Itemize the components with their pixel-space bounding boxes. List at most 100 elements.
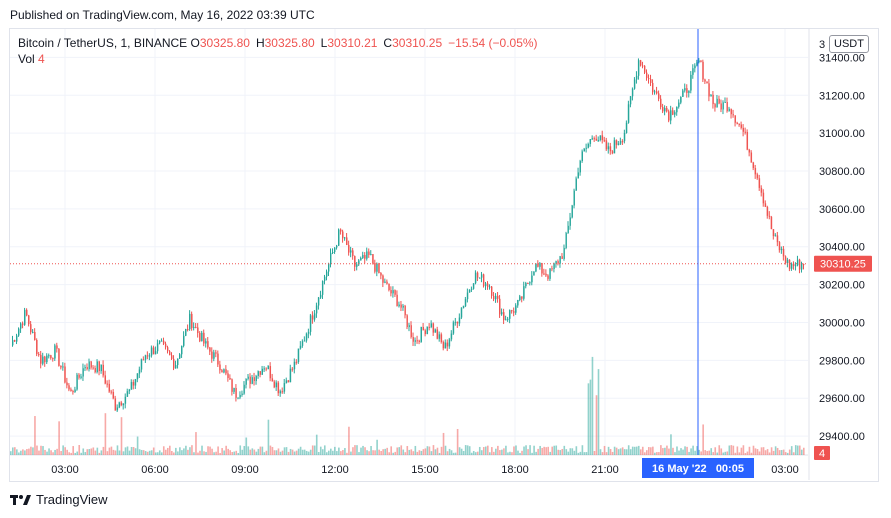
volume-bar (362, 445, 364, 455)
candle-body (515, 305, 517, 313)
volume-bar (515, 445, 517, 455)
candle-body (487, 283, 489, 288)
volume-bar (313, 445, 316, 455)
volume-bar (344, 448, 346, 455)
time-tick-label: 06:00 (141, 464, 169, 476)
volume-bar (792, 452, 795, 455)
volume-bar (183, 448, 185, 455)
open-value: 30325.80 (199, 36, 250, 50)
candle-body (440, 334, 443, 343)
volume-bar (380, 451, 382, 455)
time-tick-label: 03:00 (51, 464, 79, 476)
candle-body (185, 329, 187, 336)
candle-body (253, 377, 255, 382)
candle-body (798, 259, 801, 270)
volume-bar (531, 452, 533, 455)
volume-bar (698, 449, 700, 455)
volume-bar (495, 448, 497, 455)
volume-bar (374, 450, 376, 455)
candle-body (179, 354, 181, 359)
candle-body (247, 376, 249, 379)
volume-bar (158, 450, 161, 455)
volume-bar (728, 445, 731, 455)
time-tick-label: 03:00 (771, 464, 799, 476)
volume-bar (585, 452, 588, 455)
candle-body (74, 389, 76, 393)
candle-body (62, 366, 64, 368)
volume-bar (523, 446, 525, 455)
volume-bar (772, 450, 775, 455)
candle-body (458, 317, 461, 324)
volume-bar (688, 451, 690, 455)
volume-bar (442, 432, 445, 455)
candle-body (464, 299, 467, 307)
volume-bar (336, 451, 338, 455)
candle-body (507, 318, 509, 320)
volume-bar (138, 449, 141, 455)
candle-body (762, 192, 765, 204)
volume-bar (144, 451, 147, 455)
candle-body (338, 229, 340, 246)
volume-bar (148, 450, 151, 455)
candle-body (299, 345, 302, 349)
chart-frame[interactable] (9, 28, 879, 482)
volume-bar (511, 452, 513, 455)
candle-body (148, 355, 151, 357)
volume-bar (257, 448, 260, 455)
volume-bar (742, 445, 745, 455)
candle-body (150, 347, 153, 356)
candle-body (350, 250, 352, 253)
volume-bar (235, 450, 238, 455)
volume-bar (193, 452, 195, 455)
candle-body (32, 331, 34, 333)
volume-bar (162, 446, 165, 455)
volume-bar (60, 451, 62, 455)
candle-body (559, 256, 561, 264)
volume-bar (140, 449, 143, 455)
volume-bar (211, 448, 213, 455)
candle-body (344, 237, 346, 239)
volume-bar (114, 450, 117, 455)
volume-bar (342, 450, 344, 455)
volume-bar (132, 447, 135, 455)
candle-body (263, 368, 266, 370)
candle-body (416, 340, 418, 342)
candle-body (297, 348, 300, 363)
candle-body (267, 366, 270, 370)
volume-bar (239, 445, 242, 455)
candle-body (132, 382, 135, 386)
candle-body (191, 313, 193, 329)
volume-bar (563, 445, 566, 455)
volume-bar (179, 447, 181, 455)
time-tick-label: 09:00 (231, 464, 259, 476)
candle-body (450, 333, 453, 340)
volume-bar (84, 452, 87, 455)
volume-bar (364, 447, 366, 455)
candle-body (438, 334, 441, 339)
candle-body (629, 96, 632, 105)
candle-body (42, 356, 44, 364)
candle-body (595, 138, 598, 141)
volume-bar (94, 450, 97, 455)
candle-body (549, 268, 551, 279)
candle-body (456, 321, 459, 324)
candle-body (557, 261, 559, 264)
candle-body (511, 310, 513, 312)
symbol-name[interactable]: Bitcoin / TetherUS, 1, BINANCE (18, 36, 188, 50)
volume-bar (293, 451, 296, 455)
time-tick-label: 12:00 (321, 464, 349, 476)
volume-bar (130, 446, 133, 455)
volume-bar (62, 445, 64, 455)
currency-button[interactable]: USDT (829, 35, 869, 53)
footer-brand[interactable]: TradingView (10, 492, 108, 507)
candle-body (635, 75, 638, 80)
volume-bar (637, 445, 640, 455)
volume-bar (706, 451, 708, 455)
candle-body (476, 272, 479, 278)
candle-body (744, 131, 747, 133)
candle-body (509, 310, 511, 319)
volume-bar (714, 447, 717, 455)
candle-body (585, 147, 588, 149)
volume-bar (664, 447, 666, 455)
